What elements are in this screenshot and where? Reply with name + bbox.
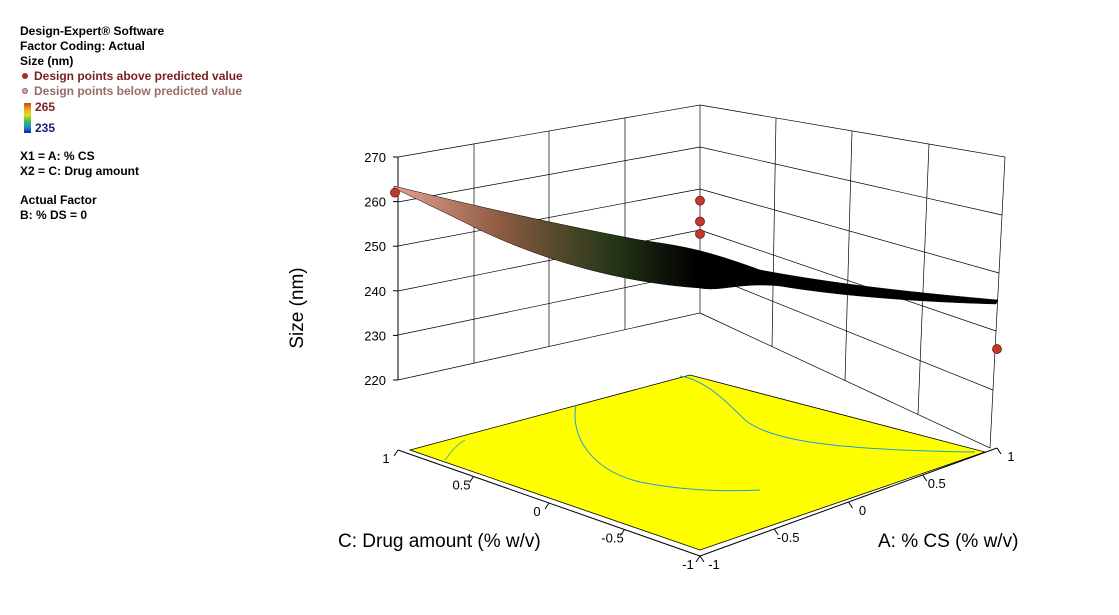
right-wall-grid-h: [699, 146, 1003, 216]
design-points: [390, 187, 1002, 354]
z-tick-label: 250: [364, 239, 386, 254]
right-wall-grid-v: [771, 117, 777, 348]
actual-factor-label: Actual Factor: [20, 193, 97, 207]
design-point: [992, 344, 1002, 354]
a-tick-label: 1: [1007, 449, 1014, 464]
c-tick-mark: [544, 502, 550, 510]
c-tick-label: -1: [682, 557, 694, 572]
a-tick-mark: [773, 528, 779, 536]
legend-below-label: Design points below predicted value: [34, 84, 243, 98]
a-tick-mark: [996, 447, 1002, 455]
contour-line: [679, 375, 976, 453]
a-tick-label: -0.5: [777, 530, 799, 545]
legend-below: Design points below predicted value: [20, 84, 243, 99]
z-tick-label: 230: [364, 328, 386, 343]
response-surface: [393, 185, 999, 305]
z-axis-label: Size (nm): [287, 267, 308, 348]
box-walls: [397, 104, 1006, 449]
a-ticks: -1 -0.5 0 0.5 1: [699, 447, 1015, 572]
legend: Design-Expert® Software Factor Coding: A…: [20, 24, 243, 223]
color-scale-low: 235: [35, 121, 56, 135]
a-tick-label: 0: [859, 503, 866, 518]
color-scale: 265 235: [20, 100, 243, 135]
design-point: [390, 187, 400, 198]
a-tick-label: -1: [708, 557, 720, 572]
c-axis-label: C: Drug amount (% w/v): [338, 531, 541, 552]
c-ticks: 1 0.5 0 -0.5 -1: [382, 449, 701, 572]
x1-label: X1 = A: % CS: [20, 149, 95, 163]
actual-factor-value: B: % DS = 0: [20, 208, 88, 222]
design-point: [695, 195, 705, 206]
z-tick-label: 240: [364, 284, 386, 299]
a-tick-mark: [848, 501, 853, 509]
right-wall-grid-v: [917, 143, 930, 415]
design-point: [695, 216, 705, 227]
legend-above: Design points above predicted value: [20, 69, 243, 84]
dot-above-icon: [22, 73, 28, 80]
right-wall-grid-v: [844, 130, 853, 382]
c-tick-mark: [695, 555, 701, 563]
c-tick-label: 0: [533, 504, 540, 519]
c-tick-mark: [469, 476, 474, 483]
response-label: Size (nm): [20, 54, 74, 68]
left-wall-grid-h: [397, 229, 701, 292]
c-tick-mark: [393, 449, 399, 457]
z-tick-label: 270: [364, 150, 386, 165]
design-point: [695, 229, 705, 239]
left-wall-grid-h: [397, 188, 701, 247]
a-axis-label: A: % CS (% w/v): [878, 531, 1018, 552]
z-tick-label: 220: [364, 373, 386, 388]
software-label: Design-Expert® Software: [20, 24, 165, 38]
contour-line: [574, 404, 761, 492]
right-wall-grid-h: [699, 229, 997, 332]
a-tick-mark: [922, 474, 928, 482]
color-scale-bar: [24, 103, 31, 133]
a-tick-mark: [699, 555, 705, 563]
right-wall-grid-h: [699, 271, 994, 391]
left-wall-grid-h: [397, 146, 701, 203]
z-ticks: 270 260 250 240 230 220: [364, 150, 398, 388]
z-tick-label: 260: [364, 195, 386, 210]
contour-line: [444, 439, 466, 461]
c-tick-label: -0.5: [601, 531, 623, 546]
contour-lines: [444, 375, 976, 492]
dot-below-icon: [22, 88, 28, 95]
factor-coding-label: Factor Coding: Actual: [20, 39, 145, 53]
right-wall-grid-h: [699, 188, 1000, 274]
color-scale-high: 265: [35, 100, 56, 114]
x2-label: X2 = C: Drug amount: [20, 164, 140, 178]
legend-above-label: Design points above predicted value: [34, 69, 243, 83]
c-tick-mark: [620, 529, 625, 536]
a-tick-label: 0.5: [928, 476, 946, 491]
c-tick-label: 0.5: [452, 478, 470, 493]
floor-contour-plane: [408, 374, 987, 551]
c-tick-label: 1: [382, 451, 389, 466]
